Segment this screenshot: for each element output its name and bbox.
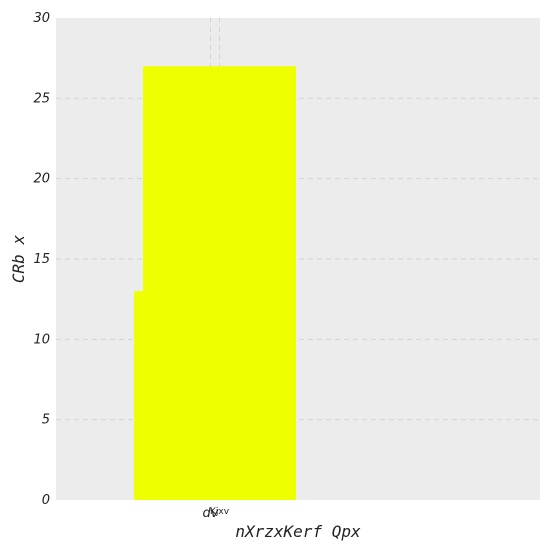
x-tick-label: dv: [203, 506, 219, 521]
bar-kjxv: [143, 66, 296, 500]
y-tick-label: 20: [33, 172, 50, 187]
y-tick-label: 5: [42, 413, 50, 428]
x-tick-label: Kjxv: [210, 507, 230, 517]
x-axis-title: nXrzxKerf Qpx: [235, 522, 361, 541]
y-axis-ticks: 0 5 10 15 20 25 30: [33, 11, 50, 508]
bars: [134, 66, 296, 500]
y-tick-label: 10: [33, 332, 50, 347]
y-tick-label: 0: [42, 493, 50, 508]
y-tick-label: 15: [33, 252, 50, 267]
y-axis-title: CRb x: [9, 235, 28, 284]
y-tick-label: 30: [33, 11, 50, 26]
y-tick-label: 25: [33, 91, 50, 106]
